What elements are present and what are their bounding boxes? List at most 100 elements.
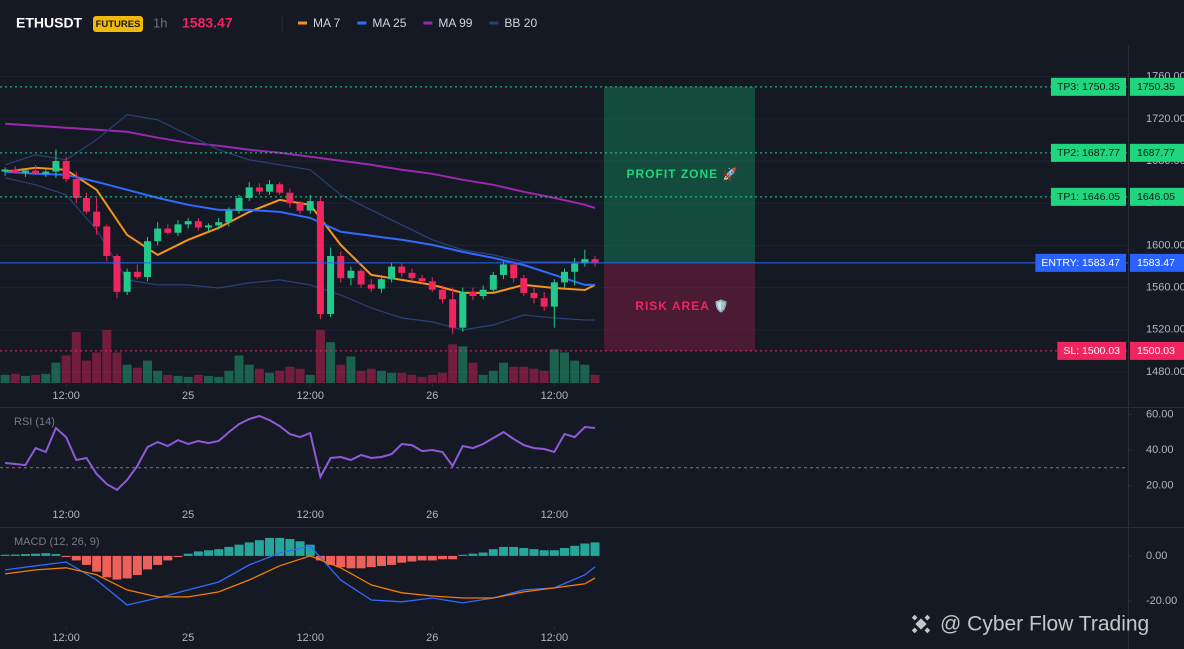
x-tick-label: 12:00 (296, 509, 324, 521)
zone-label: RISK AREA 🛡️ (635, 299, 729, 313)
macd-histogram-bar (234, 544, 244, 556)
price-label: 1750.35 (1137, 81, 1175, 93)
macd-histogram-bar (81, 555, 91, 565)
candle-body (245, 187, 253, 198)
level-label: SL: 1500.03 (1063, 345, 1120, 357)
volume-bar (519, 366, 529, 383)
candle-body (591, 259, 599, 263)
price-label: 1500.03 (1137, 345, 1175, 357)
volume-bar (468, 362, 478, 383)
level-label-bg (1035, 253, 1126, 272)
volume-bar (31, 374, 41, 383)
candle-body (581, 259, 589, 264)
macd-line (5, 555, 596, 599)
volume-bar (346, 356, 356, 383)
volume-bar (376, 370, 386, 383)
candle-body (184, 221, 192, 225)
y-tick-label: 1600.00 (1146, 239, 1184, 251)
macd-histogram-bar (71, 555, 81, 561)
volume-bar (193, 374, 203, 383)
y-tick-label: -20.00 (1146, 595, 1177, 607)
volume-bar (336, 364, 346, 383)
macd-histogram-bar (193, 551, 203, 556)
volume-bar (61, 355, 71, 383)
level-label: ENTRY: 1583.47 (1041, 257, 1120, 269)
volume-bar (478, 374, 488, 383)
candle-body (21, 170, 29, 173)
candle-body (520, 278, 528, 293)
volume-bar (356, 370, 366, 383)
candle-body (550, 282, 558, 307)
watermark-text: @ Cyber Flow Trading (940, 613, 1149, 636)
volume-bar (265, 372, 275, 383)
candle-body (499, 264, 507, 275)
macd-histogram-bar (407, 555, 417, 562)
candle-body (479, 289, 487, 297)
macd-histogram-bar (153, 555, 163, 565)
candle-body (408, 272, 416, 279)
volume-bar (112, 352, 122, 383)
x-tick-label: 12:00 (541, 632, 569, 644)
level-label: TP3: 1750.35 (1057, 81, 1120, 93)
candle-body (316, 201, 324, 315)
volume-bar (529, 368, 539, 383)
candle-body (286, 192, 294, 204)
x-tick-label: 25 (182, 632, 194, 644)
volume-bar (183, 376, 193, 383)
volume-bar (285, 366, 295, 383)
volume-bar (92, 352, 102, 383)
macd-histogram-bar (468, 553, 478, 556)
volume-bar (71, 332, 81, 383)
price-label-bg (1130, 341, 1184, 360)
candle-body (82, 197, 90, 212)
candle-body (32, 170, 40, 174)
macd-histogram-bar (448, 555, 458, 560)
volume-bar (214, 376, 224, 383)
macd-histogram-bar (509, 546, 519, 556)
volume-bar (580, 364, 590, 383)
volume-bar (417, 376, 427, 383)
macd-histogram-bar (437, 555, 447, 560)
x-tick-label: 26 (426, 390, 438, 402)
volume-bar (549, 349, 559, 383)
macd-histogram-bar (549, 550, 559, 556)
macd-histogram-bar (356, 555, 366, 569)
candle-body (388, 266, 396, 280)
y-tick-label: 60.00 (1146, 408, 1174, 420)
volume-bar (234, 355, 244, 383)
candle-body (113, 255, 121, 292)
interval: 1h (153, 15, 167, 30)
macd-histogram-bar (183, 553, 193, 556)
watermark: @ Cyber Flow Trading (911, 613, 1149, 636)
price-label: 1687.77 (1137, 147, 1175, 159)
candle-body (469, 291, 477, 297)
macd-histogram-bar (275, 537, 285, 556)
badge: FUTURES (96, 19, 141, 30)
macd-histogram-bar (244, 542, 254, 556)
volume-bar (509, 366, 519, 383)
candle-body (42, 171, 50, 174)
macd-histogram-bar (529, 549, 539, 556)
candle-body (459, 291, 467, 328)
panel-title: MACD (12, 26, 9) (14, 536, 100, 548)
volume-bar (315, 330, 325, 383)
candle-body (52, 161, 60, 172)
volume-bar (560, 352, 570, 383)
candle-body (449, 299, 457, 328)
volume-bar (366, 368, 376, 383)
candle-body (357, 270, 365, 285)
volume-bar (10, 373, 20, 383)
macd-histogram-bar (488, 549, 498, 556)
price-label-bg (1130, 187, 1184, 206)
candle-body (174, 224, 182, 233)
macd-histogram-bar (458, 554, 468, 556)
price-label-bg (1130, 77, 1184, 96)
volume-bar (41, 373, 51, 383)
candle-body (418, 278, 426, 282)
volume-bar (437, 372, 447, 383)
candle-body (530, 292, 538, 299)
macd-histogram-bar (61, 555, 71, 558)
candle-body (103, 226, 111, 256)
y-tick-label: 1520.00 (1146, 324, 1184, 336)
